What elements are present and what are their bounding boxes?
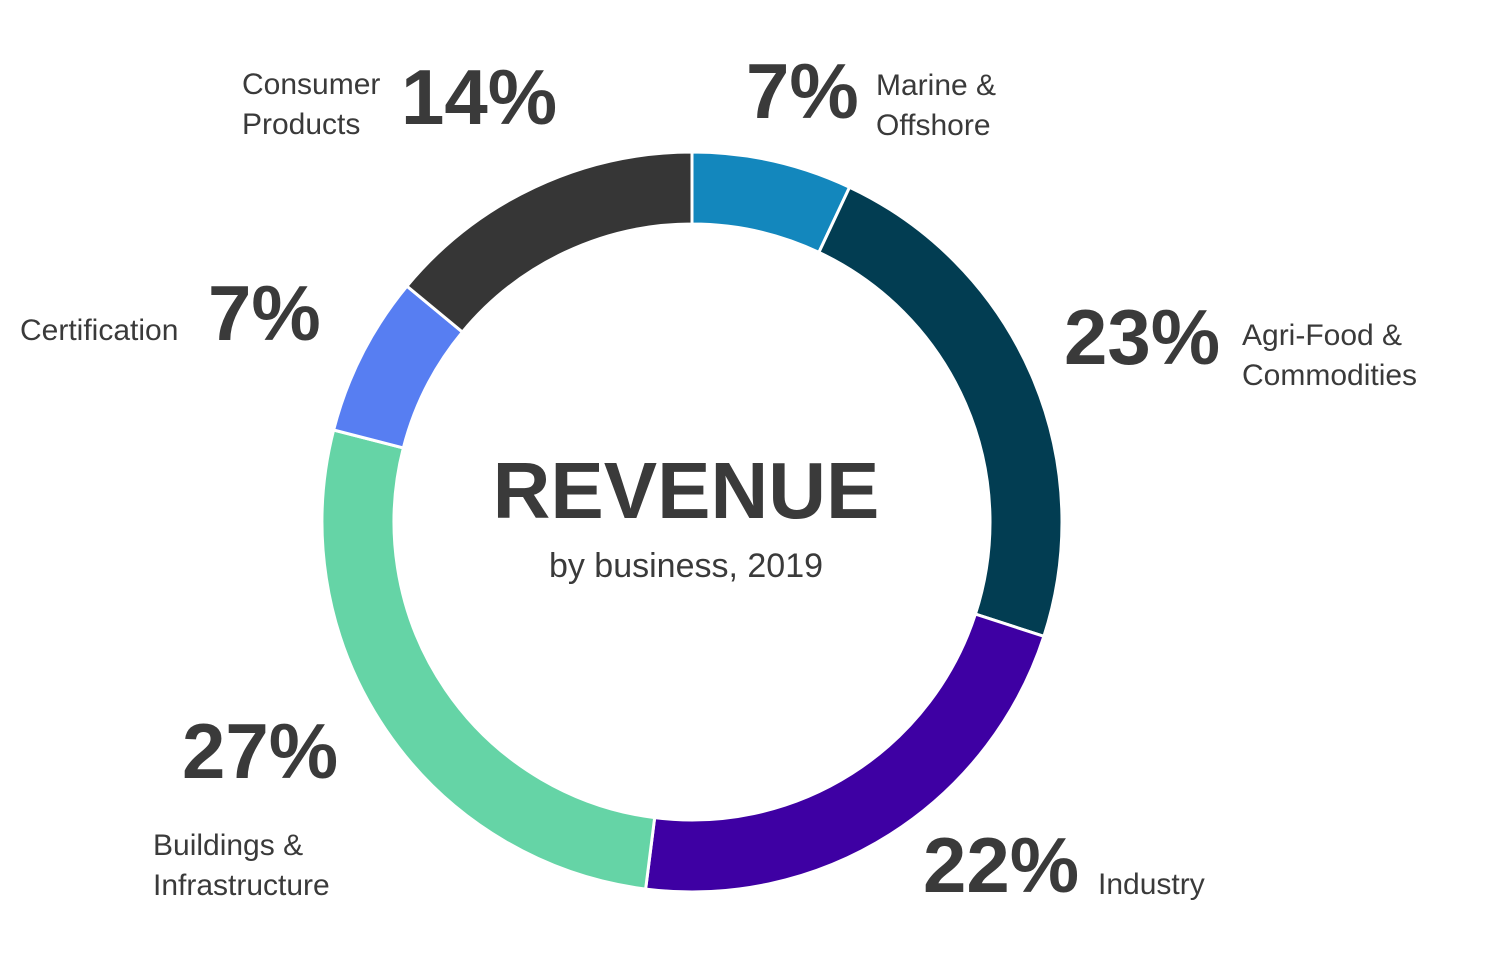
category-label: Agri-Food & Commodities <box>1242 319 1418 392</box>
donut-slice <box>816 185 1064 639</box>
chart-subtitle: by business, 2019 <box>549 547 823 585</box>
category-label: Certification <box>20 314 179 347</box>
value-label: 7% <box>208 269 321 357</box>
category-label: Marine & Offshore <box>876 69 997 142</box>
donut-slice <box>404 150 694 335</box>
category-label: Industry <box>1098 868 1205 901</box>
value-label: 7% <box>746 47 859 135</box>
value-label: 23% <box>1064 293 1221 381</box>
value-label: 14% <box>401 53 558 141</box>
category-label: Consumer Products <box>242 68 381 141</box>
value-label: 27% <box>182 707 339 795</box>
chart-title: REVENUE <box>493 446 880 535</box>
category-label: Buildings & Infrastructure <box>153 829 330 902</box>
value-label: 22% <box>923 821 1080 909</box>
